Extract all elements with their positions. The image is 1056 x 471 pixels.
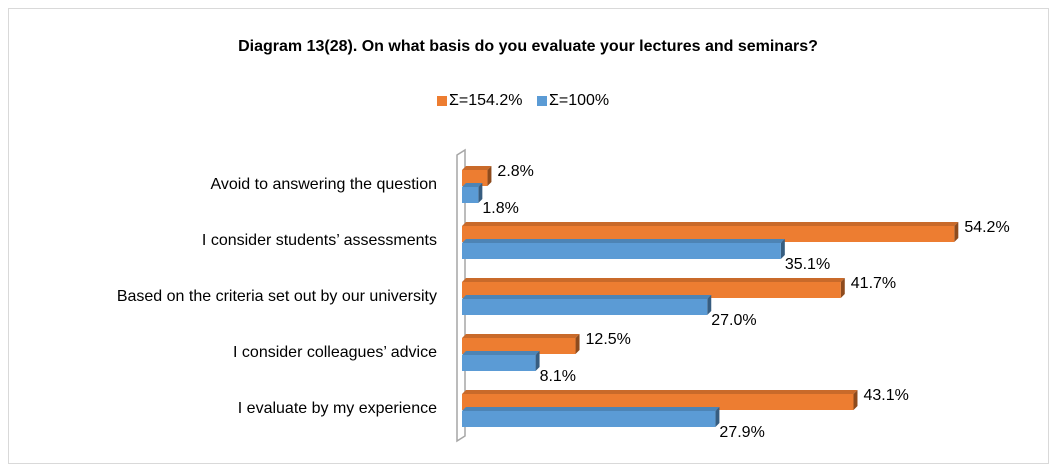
y-tick-label: I consider students’ assessments xyxy=(202,232,437,249)
bar xyxy=(462,282,841,298)
legend-swatch xyxy=(437,96,447,106)
axis-wall xyxy=(456,148,466,443)
bar-top xyxy=(462,295,712,299)
bar-top xyxy=(462,351,540,355)
data-label: 8.1% xyxy=(540,368,576,385)
bar-side xyxy=(707,295,712,315)
bar xyxy=(462,226,955,242)
bar xyxy=(462,394,854,410)
bar-top xyxy=(462,222,959,226)
bar-side xyxy=(780,239,785,259)
data-label: 1.8% xyxy=(482,200,518,217)
bar-side xyxy=(954,222,959,242)
bar-top xyxy=(462,407,720,411)
bar-top xyxy=(462,390,858,394)
legend-swatch xyxy=(537,96,547,106)
data-label: 35.1% xyxy=(785,256,830,273)
bar xyxy=(462,338,576,354)
data-label: 27.9% xyxy=(719,424,764,441)
bar-top xyxy=(462,278,845,282)
data-label: 54.2% xyxy=(964,219,1009,236)
bar-side xyxy=(715,407,720,427)
bar-side xyxy=(535,351,540,371)
legend-label: Σ=154.2% xyxy=(449,92,523,109)
bar xyxy=(462,170,488,186)
legend-label: Σ=100% xyxy=(549,92,609,109)
bar xyxy=(462,243,781,259)
bar xyxy=(462,411,716,427)
data-label: 12.5% xyxy=(586,331,631,348)
y-tick-label: I consider colleagues’ advice xyxy=(233,344,437,361)
bar-side xyxy=(853,390,858,410)
bar-side xyxy=(487,166,492,186)
bar xyxy=(462,187,479,203)
chart-title: Diagram 13(28). On what basis do you eva… xyxy=(238,38,818,55)
data-label: 43.1% xyxy=(863,387,908,404)
bar xyxy=(462,355,536,371)
bar-top xyxy=(462,166,492,170)
y-tick-label: I evaluate by my experience xyxy=(238,400,437,417)
bar-top xyxy=(462,334,580,338)
bar-top xyxy=(462,239,785,243)
bar-top xyxy=(462,183,483,187)
data-label: 41.7% xyxy=(851,275,896,292)
bar-side xyxy=(478,183,483,203)
y-tick-label: Based on the criteria set out by our uni… xyxy=(117,288,437,305)
data-label: 2.8% xyxy=(497,163,533,180)
bar-side xyxy=(840,278,845,298)
y-tick-label: Avoid to answering the question xyxy=(210,176,437,193)
bar-side xyxy=(575,334,580,354)
data-label: 27.0% xyxy=(711,312,756,329)
bar xyxy=(462,299,708,315)
